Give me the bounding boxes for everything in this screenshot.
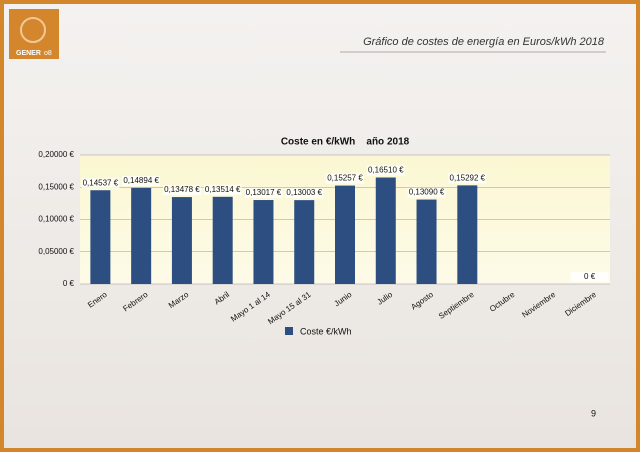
value-label-bg [366,165,405,176]
bar [375,177,396,284]
slide-title: Gráfico de costes de energía en Euros/kW… [363,36,605,48]
value-label: 0,15257 € [327,174,363,183]
logo-suffix: o8 [44,50,52,57]
bar [90,190,111,284]
value-label: 0,13514 € [205,185,241,194]
value-label: 0,15292 € [450,173,486,182]
legend-label: Coste €/kWh [300,326,352,336]
bar [131,187,152,284]
value-label: 0,13478 € [164,185,200,194]
page-number: 9 [591,408,596,418]
value-label: 0,14894 € [123,176,159,185]
bar [335,185,355,284]
value-label-bg [162,185,201,196]
y-tick-label: 0,05000 € [38,247,74,256]
value-label-bg [244,188,283,199]
value-label: 0,16510 € [368,166,404,175]
bar [171,197,192,284]
value-label-bg [448,173,487,184]
y-tick-label: 0,15000 € [38,182,74,191]
value-label-bg [570,272,609,282]
chart-title: Coste en €/kWh año 2018 [281,137,410,148]
value-label: 0,13003 € [286,188,322,197]
bar [294,200,315,284]
value-label-bg [285,188,324,199]
value-label-bg [203,184,242,195]
y-tick-label: 0,20000 € [38,150,74,159]
value-label-bg [122,175,161,186]
value-label: 0,13090 € [409,188,445,197]
value-label: 0 € [584,272,596,281]
logo-icon [20,17,46,43]
legend-swatch [285,327,293,335]
value-label: 0,14537 € [83,178,119,187]
value-label: 0,13017 € [246,188,282,197]
bar [212,196,233,284]
value-label-bg [326,173,364,184]
y-tick-label: 0 € [63,279,75,288]
bar [416,199,437,284]
value-label-bg [407,187,446,198]
bar [253,200,274,284]
value-label-bg [81,178,120,189]
logo-text: GENER [16,50,41,57]
bar [457,185,478,284]
y-tick-label: 0,10000 € [38,215,74,224]
